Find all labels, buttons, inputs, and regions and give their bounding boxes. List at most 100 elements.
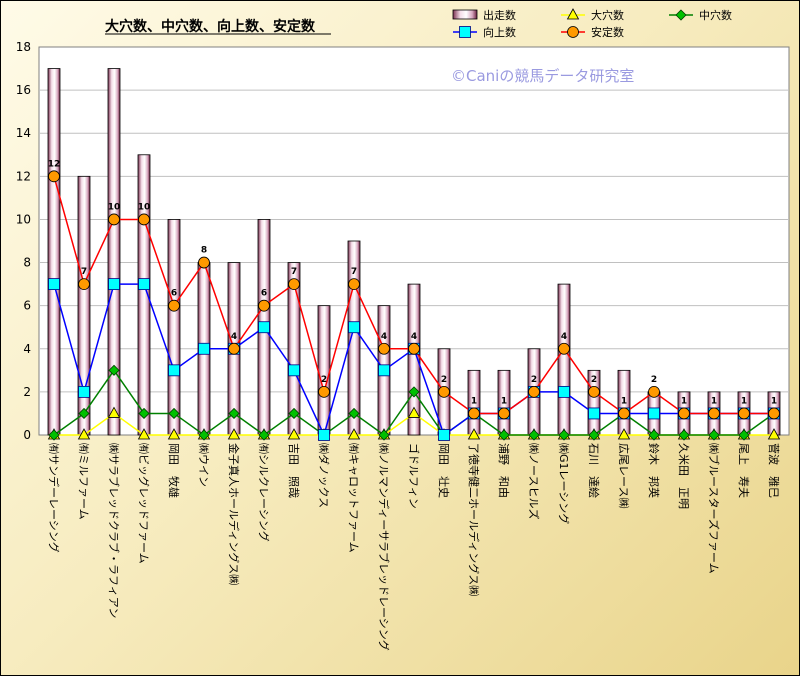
- category-label: ㈱ブルースターズファーム: [707, 443, 721, 574]
- point-diamond: [348, 407, 360, 420]
- data-label: 10: [108, 202, 121, 212]
- point-square: [138, 278, 150, 291]
- category-label: 石川 達絵: [587, 443, 601, 498]
- category-label: ㈱ダノックス: [317, 443, 331, 508]
- legend-label: 中穴数: [699, 8, 732, 22]
- y-tick-label: 4: [23, 342, 31, 356]
- point-triangle: [227, 428, 241, 440]
- bar-series: [47, 68, 781, 436]
- category-label: ㈲ビッグレッドファーム: [137, 443, 151, 564]
- point-diamond: [408, 386, 420, 398]
- point-diamond: [198, 429, 210, 441]
- point-circle: [48, 170, 60, 183]
- point-square: [78, 385, 90, 398]
- category-label: 尾上 寿夫: [737, 443, 751, 498]
- category-label: ゴドルフィン: [407, 443, 421, 509]
- y-tick-label: 10: [16, 212, 31, 226]
- data-label: 7: [351, 267, 357, 277]
- category-label: 菅波 雅巳: [767, 443, 781, 498]
- data-label: 1: [711, 396, 717, 406]
- point-square: [288, 364, 300, 377]
- point-square: [108, 278, 120, 291]
- point-diamond: [678, 429, 690, 441]
- legend-label: 出走数: [483, 8, 516, 22]
- y-tick-label: 12: [16, 169, 31, 183]
- data-label: 1: [771, 396, 777, 406]
- category-label: 了徳寺健二ホールディングス㈱: [467, 443, 481, 596]
- category-label: 久米田 正明: [677, 443, 690, 509]
- point-circle: [468, 407, 480, 420]
- category-label: 岡田 壮史: [437, 443, 450, 498]
- data-label: 2: [321, 375, 327, 385]
- category-label: 金子真人ホールディングス㈱: [227, 443, 241, 585]
- bar: [317, 305, 331, 436]
- legend-marker: [675, 9, 687, 21]
- point-circle: [648, 385, 660, 398]
- y-tick-label: 2: [23, 385, 31, 399]
- point-diamond: [228, 407, 240, 420]
- category-label: ㈲サンデーレーシング: [47, 443, 61, 553]
- point-diamond: [168, 407, 180, 420]
- point-diamond: [378, 429, 390, 441]
- category-label: ㈲シルクレーシング: [257, 443, 271, 542]
- gridlines: [39, 89, 789, 393]
- point-circle: [168, 299, 180, 312]
- y-tick-label: 6: [23, 299, 31, 313]
- category-label: ㈱サラブレッドクラブ・ラフィアン: [107, 443, 121, 618]
- point-diamond: [588, 429, 600, 441]
- point-square: [558, 385, 570, 398]
- point-circle: [768, 407, 780, 420]
- point-diamond: [108, 364, 120, 376]
- point-triangle: [467, 428, 481, 440]
- y-tick-label: 18: [16, 40, 31, 54]
- point-square: [318, 429, 330, 441]
- legend-label: 向上数: [483, 25, 516, 39]
- chart-title: 大穴数、中穴数、向上数、安定数: [105, 18, 316, 35]
- point-circle: [378, 342, 390, 355]
- data-label: 1: [621, 396, 627, 406]
- markers: [47, 170, 781, 441]
- point-triangle: [767, 428, 781, 440]
- point-square: [258, 321, 270, 334]
- point-diamond: [138, 407, 150, 420]
- point-triangle: [287, 428, 301, 440]
- point-square: [438, 429, 450, 441]
- data-label: 6: [171, 289, 177, 299]
- data-label: 1: [741, 396, 747, 406]
- point-circle: [678, 407, 690, 420]
- point-diamond: [48, 429, 60, 441]
- point-circle: [588, 385, 600, 398]
- data-label: 7: [291, 267, 297, 277]
- point-triangle: [407, 406, 421, 418]
- point-square: [588, 407, 600, 420]
- point-triangle: [77, 428, 91, 440]
- data-label: 6: [261, 289, 267, 299]
- point-diamond: [708, 429, 720, 441]
- data-label: 2: [651, 375, 657, 385]
- category-label: 広尾レース㈱: [617, 443, 630, 508]
- data-label: 4: [381, 332, 387, 342]
- point-diamond: [648, 429, 660, 441]
- point-diamond: [738, 429, 750, 441]
- data-label: 1: [501, 396, 507, 406]
- category-label: 鈴木 邦英: [647, 443, 661, 498]
- category-label: ㈲キャロットファーム: [347, 443, 360, 553]
- point-circle: [498, 407, 510, 420]
- y-tick-label: 16: [16, 83, 31, 97]
- point-square: [378, 364, 390, 377]
- point-diamond: [288, 407, 300, 420]
- point-square: [168, 364, 180, 377]
- y-tick-label: 8: [23, 256, 31, 270]
- point-square: [348, 321, 360, 334]
- point-circle: [558, 342, 570, 355]
- category-label: 岡田 牧雄: [167, 443, 181, 498]
- data-label: 1: [681, 396, 687, 406]
- data-label: 2: [441, 375, 447, 385]
- watermark: ©Caniの競馬データ研究室: [451, 67, 634, 85]
- point-diamond: [78, 407, 90, 420]
- point-triangle: [347, 428, 361, 440]
